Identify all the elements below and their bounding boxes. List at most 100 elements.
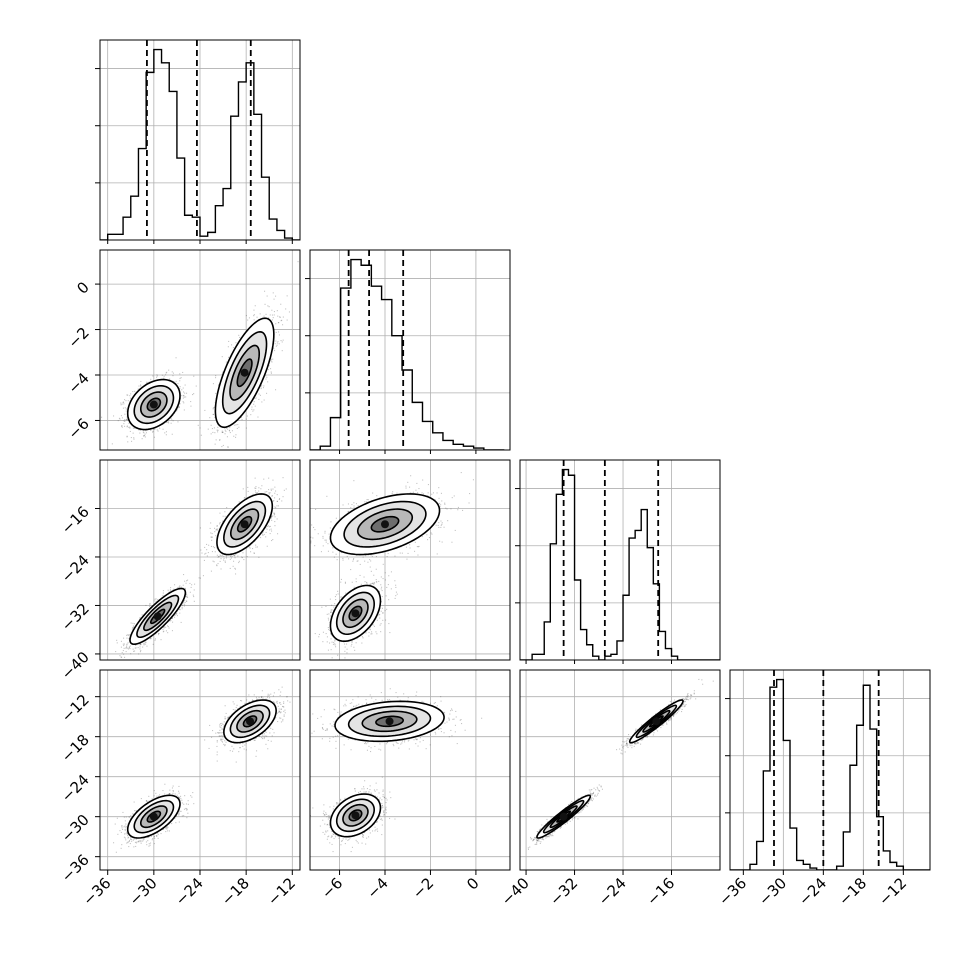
sample-point xyxy=(268,521,270,523)
sample-point xyxy=(143,644,145,646)
sample-point xyxy=(267,525,269,527)
sample-point xyxy=(185,592,187,594)
sample-point xyxy=(255,486,257,488)
sample-point xyxy=(182,603,184,605)
sample-point xyxy=(155,600,157,602)
sample-point xyxy=(146,645,148,647)
sample-point xyxy=(184,600,186,602)
sample-point xyxy=(263,315,265,317)
sample-point xyxy=(264,290,266,292)
sample-point xyxy=(227,428,229,430)
sample-point xyxy=(253,309,255,311)
sample-point xyxy=(217,426,219,428)
sample-point xyxy=(223,559,225,561)
sample-point xyxy=(180,621,182,623)
sample-point xyxy=(246,415,248,417)
sample-point xyxy=(272,292,274,294)
sample-point xyxy=(150,638,152,640)
sample-point xyxy=(204,546,206,548)
sample-point xyxy=(159,427,161,429)
sample-point xyxy=(121,417,123,419)
sample-point xyxy=(225,427,227,429)
sample-point xyxy=(184,588,186,590)
sample-point xyxy=(179,609,181,611)
sample-point xyxy=(142,646,144,648)
sample-point xyxy=(268,477,270,479)
sample-point xyxy=(144,435,146,437)
sample-point xyxy=(214,443,216,445)
sample-point xyxy=(253,403,255,405)
sample-point xyxy=(176,613,178,615)
sample-point xyxy=(127,394,129,396)
sample-point xyxy=(272,317,274,319)
sample-point xyxy=(175,613,177,615)
sample-point xyxy=(267,381,269,383)
sample-point xyxy=(181,395,183,397)
sample-point xyxy=(165,630,167,632)
sample-point xyxy=(256,492,258,494)
sample-point xyxy=(120,646,122,648)
sample-point xyxy=(173,614,175,616)
sample-point xyxy=(162,592,164,594)
sample-point xyxy=(121,652,123,654)
sample-point xyxy=(273,512,275,514)
sample-point xyxy=(178,406,180,408)
sample-point xyxy=(180,377,182,379)
sample-point xyxy=(154,639,156,641)
sample-point xyxy=(285,308,287,310)
sample-point xyxy=(155,633,157,635)
sample-point xyxy=(176,615,178,617)
sample-point xyxy=(253,314,255,316)
sample-point xyxy=(128,426,130,428)
sample-point xyxy=(259,394,261,396)
density-peak xyxy=(240,368,249,377)
sample-point xyxy=(236,427,238,429)
sample-point xyxy=(278,343,280,345)
sample-point xyxy=(167,589,169,591)
sample-point xyxy=(192,594,194,596)
sample-point xyxy=(179,586,181,588)
sample-point xyxy=(124,399,126,401)
sample-point xyxy=(115,651,117,653)
sample-point xyxy=(252,410,254,412)
sample-point xyxy=(143,643,145,645)
sample-point xyxy=(129,426,131,428)
sample-point xyxy=(270,360,272,362)
sample-point xyxy=(274,343,276,345)
sample-point xyxy=(175,382,177,384)
sample-point xyxy=(204,409,206,411)
sample-point xyxy=(210,424,212,426)
sample-point xyxy=(126,646,128,648)
sample-point xyxy=(227,446,229,448)
sample-point xyxy=(255,492,257,494)
sample-point xyxy=(129,395,131,397)
sample-point xyxy=(276,500,278,502)
histogram-grid-3 xyxy=(730,670,930,870)
sample-point xyxy=(274,492,276,494)
sample-point xyxy=(254,477,256,479)
sample-point xyxy=(126,425,128,427)
sample-point xyxy=(130,653,132,655)
sample-point xyxy=(149,603,151,605)
sample-point xyxy=(182,371,184,373)
scatter-panel-0-2 xyxy=(99,459,301,664)
sample-point xyxy=(182,584,184,586)
sample-point xyxy=(167,626,169,628)
sample-point xyxy=(163,626,165,628)
sample-point xyxy=(193,375,195,377)
sample-point xyxy=(276,505,278,507)
sample-point xyxy=(203,559,205,561)
sample-point xyxy=(277,533,279,535)
sample-point xyxy=(270,516,272,518)
sample-point xyxy=(228,340,230,342)
sample-point xyxy=(272,500,274,502)
sample-point xyxy=(278,498,280,500)
sample-point xyxy=(239,336,241,338)
sample-point xyxy=(162,629,164,631)
sample-point xyxy=(158,632,160,634)
sample-point xyxy=(140,385,142,387)
sample-point xyxy=(125,663,126,664)
sample-point xyxy=(209,527,211,529)
sample-point xyxy=(170,587,172,589)
